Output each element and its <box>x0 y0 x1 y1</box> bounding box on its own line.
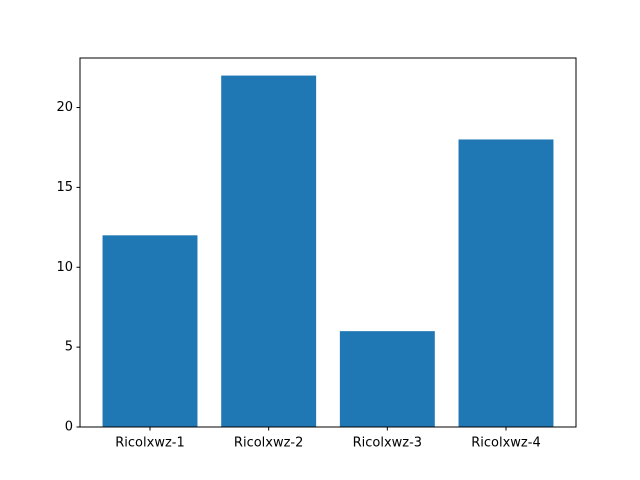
x-tick-label: Ricolxwz-4 <box>471 436 540 451</box>
x-tick-label: Ricolxwz-1 <box>115 436 184 451</box>
bar <box>221 75 317 428</box>
x-tick-label: Ricolxwz-2 <box>234 436 303 451</box>
bar <box>339 331 435 427</box>
y-tick-label: 5 <box>65 340 73 355</box>
y-tick-label: 20 <box>56 100 73 115</box>
y-tick-label: 15 <box>56 180 73 195</box>
bar <box>102 235 198 427</box>
bar <box>458 139 554 427</box>
x-tick-label: Ricolxwz-3 <box>353 436 422 451</box>
y-tick-label: 10 <box>56 260 73 275</box>
y-tick-label: 0 <box>65 420 73 435</box>
axes-frame <box>79 57 577 428</box>
